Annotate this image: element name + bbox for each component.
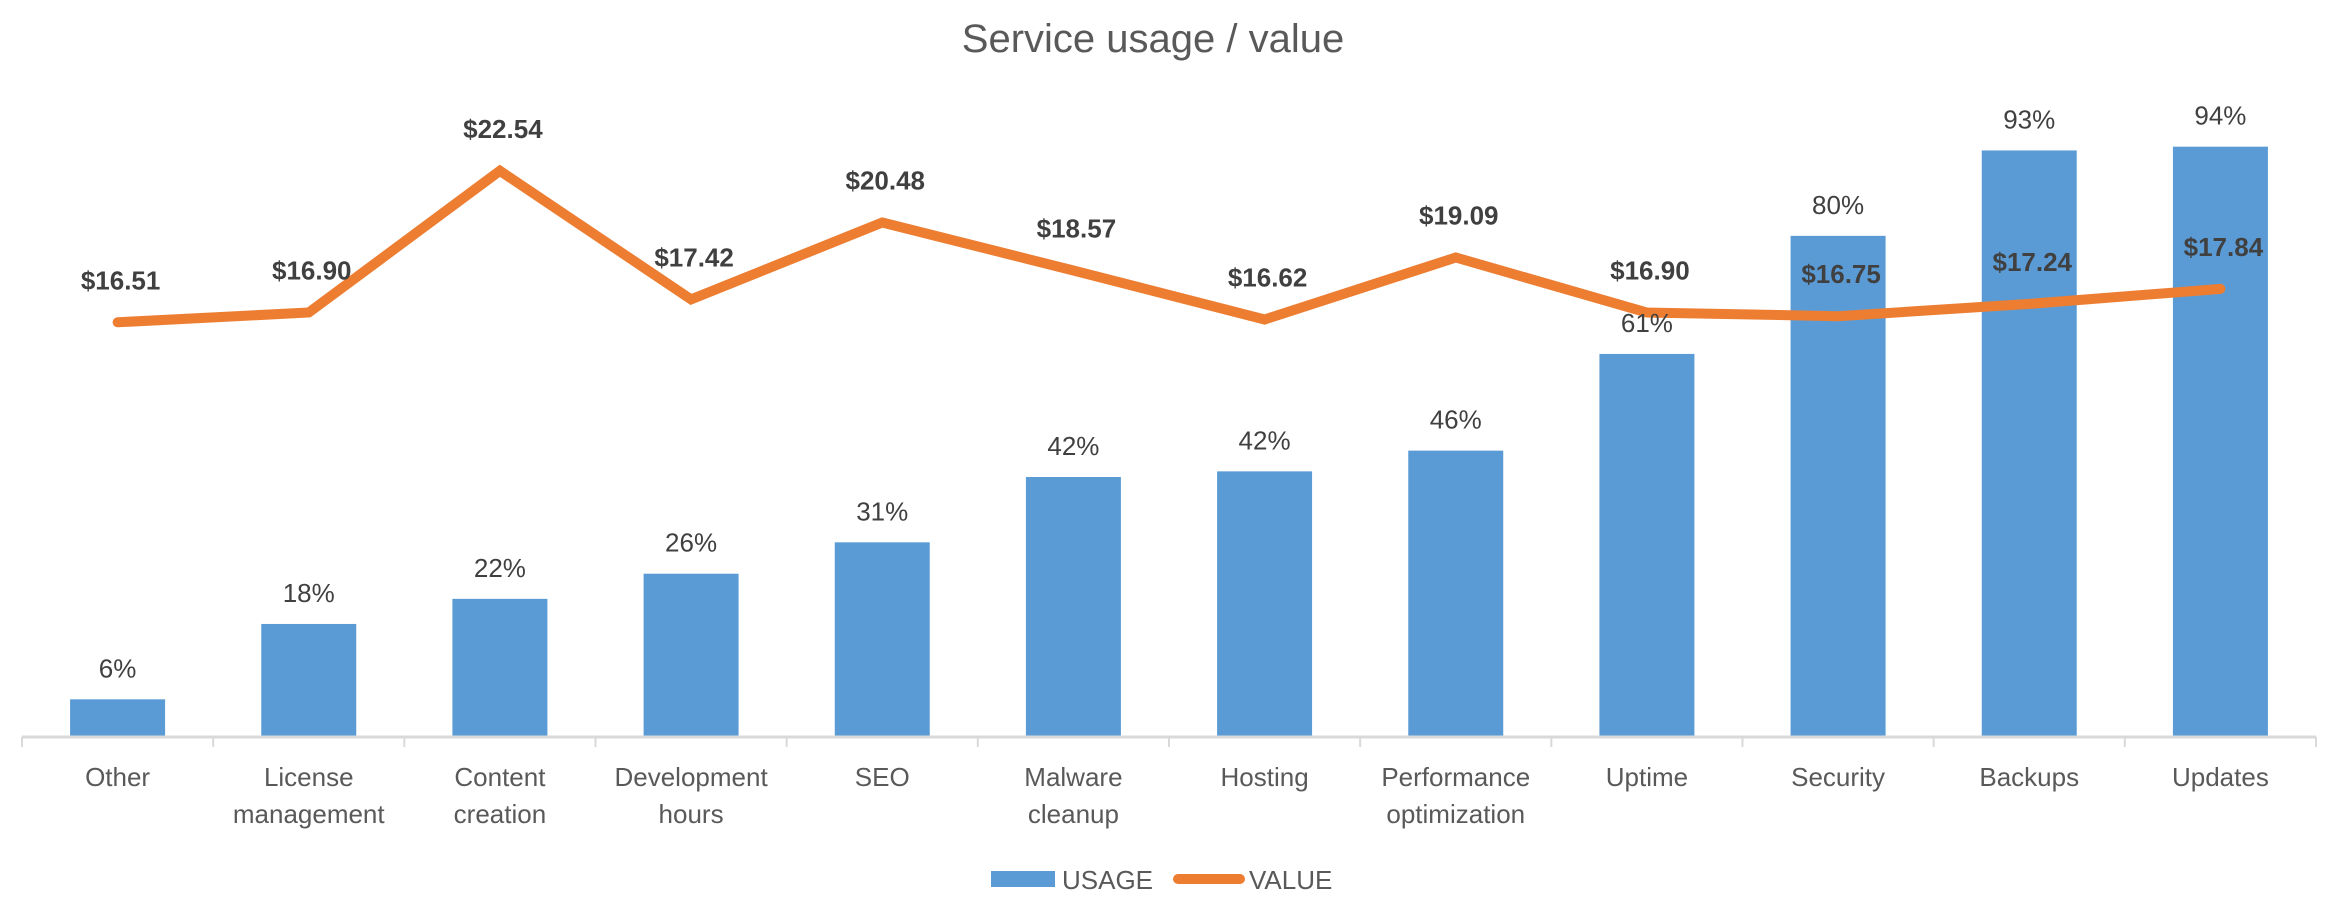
category-label: hours xyxy=(659,799,724,829)
usage-data-label: 80% xyxy=(1812,190,1864,220)
usage-data-label: 31% xyxy=(856,496,908,526)
value-data-labels: $16.51 $16.90 $22.54 $17.42 $20.48 $18.57 $16.… xyxy=(81,114,2264,295)
category-label: creation xyxy=(454,799,547,829)
bar-usage xyxy=(1217,471,1313,737)
value-data-label: $20.48 xyxy=(845,166,925,196)
category-label: Content xyxy=(454,762,546,792)
usage-data-label: 93% xyxy=(2003,104,2055,134)
usage-data-label: 94% xyxy=(2194,101,2246,131)
usage-data-label: 6% xyxy=(99,653,137,683)
bar-usage xyxy=(1981,150,2077,737)
category-label: License xyxy=(264,762,354,792)
legend: USAGE VALUE xyxy=(991,865,1332,895)
category-label: Malware xyxy=(1024,762,1122,792)
usage-data-label: 42% xyxy=(1239,425,1291,455)
value-data-label: $17.84 xyxy=(2184,232,2264,262)
value-data-label: $17.42 xyxy=(654,242,734,272)
value-data-label: $16.90 xyxy=(272,255,352,285)
usage-data-label: 42% xyxy=(1047,431,1099,461)
category-label: Updates xyxy=(2172,762,2269,792)
category-label: Performance xyxy=(1381,762,1530,792)
value-data-label: $17.24 xyxy=(1992,247,2072,277)
bar-series-usage xyxy=(70,146,2268,737)
value-data-label: $16.62 xyxy=(1228,263,1308,293)
usage-data-label: 61% xyxy=(1621,308,1673,338)
category-label: Other xyxy=(85,762,150,792)
value-data-label: $16.51 xyxy=(81,265,161,295)
bar-usage xyxy=(452,598,548,737)
bar-usage xyxy=(261,623,357,737)
usage-data-label: 46% xyxy=(1430,405,1482,435)
usage-data-label: 22% xyxy=(474,553,526,583)
bar-usage xyxy=(1408,450,1504,737)
category-labels: Other License management Content creation Dev… xyxy=(85,762,2269,829)
bar-usage xyxy=(1025,477,1121,737)
bar-usage xyxy=(70,699,166,737)
usage-data-label: 18% xyxy=(283,578,335,608)
category-label: Security xyxy=(1791,762,1885,792)
usage-data-labels: 6% 18% 22% 26% 31% 42% 42% 46% 61% 80% 93% 94% xyxy=(99,101,2247,684)
category-label: Development xyxy=(614,762,768,792)
category-label: management xyxy=(233,799,386,829)
bar-usage xyxy=(1599,353,1695,737)
legend-usage-swatch xyxy=(991,871,1055,887)
value-data-label: $16.90 xyxy=(1610,255,1690,285)
bar-usage xyxy=(834,542,930,737)
value-line xyxy=(112,164,2226,328)
category-label: Hosting xyxy=(1221,762,1309,792)
category-label: SEO xyxy=(855,762,910,792)
usage-data-label: 26% xyxy=(665,528,717,558)
category-label: cleanup xyxy=(1028,799,1119,829)
line-series-value xyxy=(112,164,2226,328)
bar-usage xyxy=(2172,146,2268,737)
value-data-label: $19.09 xyxy=(1419,200,1499,230)
category-label: Uptime xyxy=(1606,762,1688,792)
bar-usage xyxy=(643,573,739,737)
chart-title: Service usage / value xyxy=(962,17,1344,61)
value-data-label: $16.75 xyxy=(1801,259,1881,289)
value-data-label: $18.57 xyxy=(1037,214,1117,244)
x-axis xyxy=(21,735,2317,747)
category-label: optimization xyxy=(1386,799,1525,829)
legend-usage-label: USAGE xyxy=(1062,865,1153,895)
legend-value-label: VALUE xyxy=(1249,865,1332,895)
value-data-label: $22.54 xyxy=(463,114,543,144)
category-label: Backups xyxy=(1979,762,2079,792)
